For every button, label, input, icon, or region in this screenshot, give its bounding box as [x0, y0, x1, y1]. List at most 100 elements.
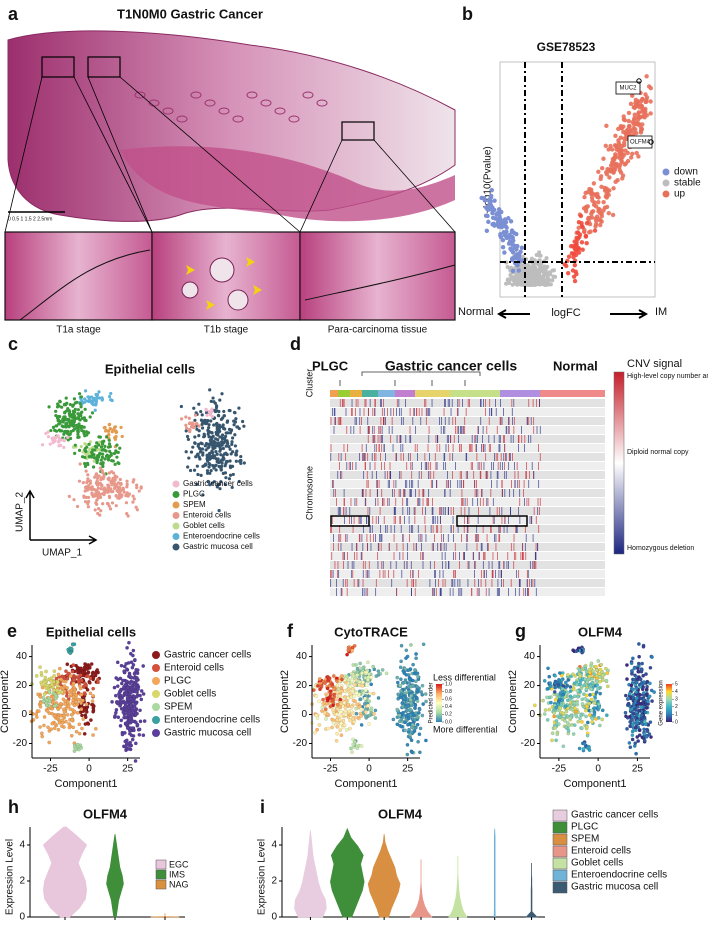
cnv-mark — [480, 399, 482, 407]
cell-point — [118, 724, 123, 728]
cnv-mark — [343, 498, 345, 506]
cnv-mark — [403, 561, 405, 569]
cell-point — [66, 435, 70, 440]
cell-point — [117, 461, 121, 466]
cell-point — [56, 672, 61, 677]
cell-point — [107, 495, 112, 500]
cell-point — [351, 674, 355, 678]
cell-point — [346, 702, 350, 707]
cell-point — [208, 483, 212, 487]
cell-point — [368, 691, 373, 696]
cell-point — [69, 429, 73, 434]
cnv-mark — [492, 516, 494, 524]
cnv-mark — [418, 570, 419, 578]
cell-point — [47, 405, 51, 409]
point — [622, 140, 627, 145]
cnv-mark — [486, 534, 488, 542]
cell-point — [65, 417, 69, 421]
cell-point — [91, 694, 96, 698]
cell-point — [584, 687, 589, 692]
cnv-mark — [475, 534, 476, 542]
cell-point — [557, 677, 561, 682]
cell-point — [84, 702, 89, 707]
cell-point — [576, 719, 581, 724]
legend-label: Goblet cells — [183, 521, 225, 530]
cell-point — [634, 751, 638, 756]
cell-point — [55, 688, 59, 693]
cell-point — [78, 392, 82, 396]
cnv-mark — [439, 570, 441, 578]
cell-point — [48, 442, 52, 446]
cell-point — [79, 707, 84, 712]
cell-point — [70, 642, 75, 647]
cell-point — [204, 408, 208, 412]
cnv-mark — [435, 462, 437, 470]
cell-point — [417, 707, 422, 712]
cell-point — [376, 673, 381, 677]
cnv-mark — [367, 507, 369, 515]
cnv-mark — [377, 480, 378, 488]
cnv-mark — [486, 498, 488, 506]
cnv-mark — [513, 399, 515, 407]
cnv-mark — [496, 426, 498, 434]
cnv-mark — [509, 453, 511, 461]
cell-point — [224, 451, 228, 455]
cnv-mark — [357, 399, 359, 407]
cell-point — [68, 674, 73, 678]
cell-point — [399, 643, 404, 648]
cell-point — [209, 469, 213, 473]
cnv-mark — [474, 435, 476, 443]
cell-point — [54, 435, 58, 439]
cell-point — [70, 669, 75, 674]
cnv-mark — [417, 525, 419, 533]
cell-point — [553, 673, 557, 678]
cell-point — [644, 734, 649, 739]
cell-point — [317, 723, 322, 727]
cell-point — [227, 445, 231, 449]
cell-point — [83, 418, 87, 422]
point — [529, 281, 534, 286]
cnv-mark — [485, 579, 487, 587]
cnv-mark — [533, 417, 535, 425]
colorbar-title: Predicted order — [429, 682, 435, 723]
cell-point — [88, 691, 93, 696]
cnv-mark — [406, 561, 408, 569]
legend-label: SPEM — [164, 702, 192, 713]
point — [628, 155, 634, 160]
cell-point — [558, 671, 562, 675]
cnv-mark — [528, 435, 529, 443]
cnv-mark — [365, 399, 367, 407]
point — [492, 207, 497, 213]
cnv-mark — [334, 417, 336, 425]
cnv-mark — [468, 561, 470, 569]
cell-point — [554, 719, 559, 723]
cnv-mark — [434, 453, 436, 461]
cnv-mark — [465, 408, 467, 416]
cell-point — [64, 669, 68, 674]
axis-arrow — [25, 489, 98, 545]
cnv-mark — [400, 525, 402, 533]
cell-point — [220, 433, 225, 437]
cell-point — [101, 502, 105, 506]
arrow — [496, 309, 530, 319]
cell-point — [640, 661, 644, 666]
cell-point — [585, 680, 589, 684]
cell-point — [129, 685, 134, 690]
cnv-mark — [331, 516, 333, 524]
cell-point — [96, 490, 100, 494]
cnv-mark — [447, 399, 449, 407]
cnv-mark — [439, 417, 440, 425]
cell-point — [351, 742, 356, 747]
cnv-mark — [527, 588, 529, 596]
cnv-mark — [529, 579, 530, 587]
cell-point — [629, 661, 634, 666]
cell-point — [345, 652, 349, 657]
point — [585, 204, 591, 209]
gland — [209, 257, 235, 283]
cell-point — [218, 435, 222, 439]
cnv-mark — [503, 435, 504, 443]
cnv-mark — [366, 534, 368, 542]
cnv-mark — [354, 417, 356, 425]
cell-point — [90, 671, 95, 676]
cell-point — [354, 663, 358, 667]
